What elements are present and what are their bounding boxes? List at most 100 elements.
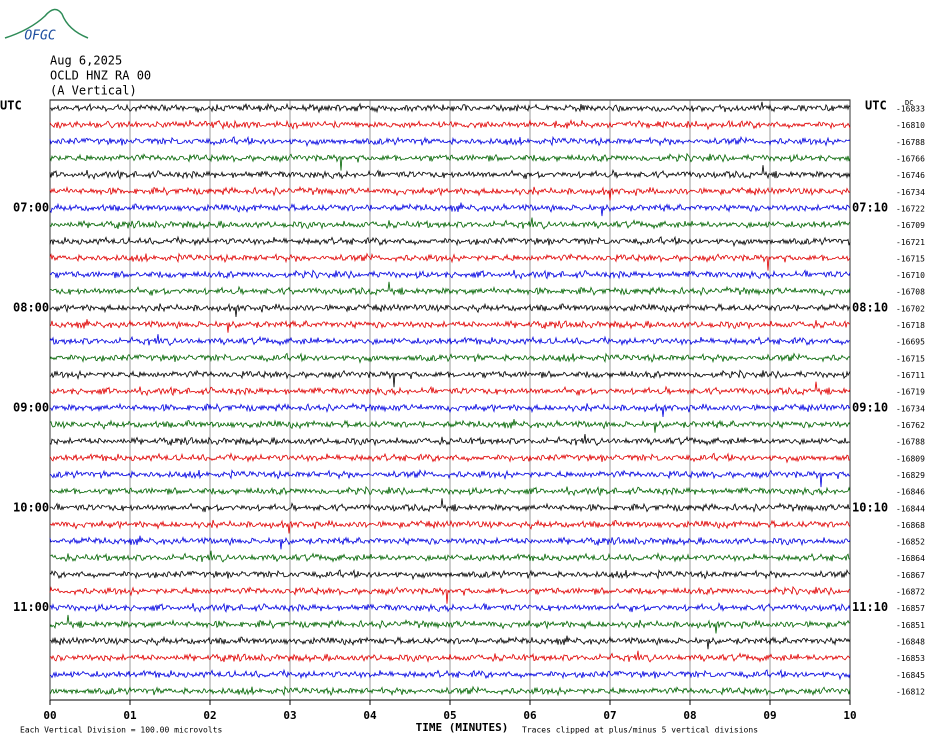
trace <box>49 685 851 697</box>
x-tick-label: 09 <box>763 709 776 722</box>
left-axis-title: UTC <box>0 99 22 113</box>
x-tick-label: 06 <box>523 709 537 722</box>
trace <box>49 402 851 417</box>
trace <box>49 302 851 317</box>
trace <box>49 614 851 634</box>
trace <box>49 585 851 604</box>
trace <box>49 152 851 171</box>
x-tick-label: 10 <box>843 709 856 722</box>
dc-value: -16734 <box>896 188 925 197</box>
trace <box>49 319 851 333</box>
dc-value: -16710 <box>896 271 925 280</box>
trace <box>49 165 851 180</box>
dc-value: -16788 <box>896 138 925 147</box>
dc-value: -16722 <box>896 204 925 213</box>
dc-value: -16845 <box>896 671 925 680</box>
trace <box>49 550 851 563</box>
trace <box>49 217 851 230</box>
trace <box>49 202 851 217</box>
dc-value: -16762 <box>896 421 925 430</box>
trace <box>49 235 851 248</box>
trace <box>49 101 851 114</box>
trace <box>49 419 851 433</box>
dc-value: -16715 <box>896 254 925 263</box>
dc-value: -16864 <box>896 554 925 563</box>
x-tick-label: 00 <box>43 709 56 722</box>
dc-value: -16718 <box>896 321 925 330</box>
dc-value: -16709 <box>896 221 925 230</box>
trace <box>49 568 851 581</box>
dc-value: -16853 <box>896 654 925 663</box>
trace <box>49 668 851 681</box>
x-tick-label: 03 <box>283 709 296 722</box>
right-time-label: 10:10 <box>852 500 888 514</box>
trace <box>49 252 851 271</box>
dc-value: -16868 <box>896 521 925 530</box>
trace <box>49 452 851 464</box>
dc-value: -16708 <box>896 288 925 297</box>
x-tick-label: 05 <box>443 709 456 722</box>
dc-value: -16872 <box>896 588 925 597</box>
dc-value: -16867 <box>896 571 925 580</box>
trace <box>49 369 851 388</box>
dc-value: -16721 <box>896 238 925 247</box>
trace <box>49 135 851 148</box>
trace <box>49 485 851 497</box>
dc-value: -16809 <box>896 454 925 463</box>
trace <box>49 434 851 447</box>
dc-value: -16857 <box>896 604 925 613</box>
title-line: Aug 6,2025 <box>50 54 122 68</box>
dc-value: -16844 <box>896 504 925 513</box>
trace <box>49 535 851 550</box>
right-axis-title: UTC <box>865 99 887 113</box>
dc-value: -16734 <box>896 404 925 413</box>
x-tick-label: 01 <box>123 709 137 722</box>
left-time-label: 09:00 <box>13 400 49 414</box>
dc-value: -16848 <box>896 638 925 647</box>
trace <box>49 469 850 488</box>
x-tick-label: 02 <box>203 709 216 722</box>
trace <box>49 635 851 650</box>
logo-curve <box>4 8 89 39</box>
dc-label: DC <box>905 99 913 107</box>
dc-value: -16851 <box>896 621 925 630</box>
trace <box>49 118 851 131</box>
right-time-label: 09:10 <box>852 400 888 414</box>
x-tick-label: 04 <box>363 709 377 722</box>
left-time-label: 08:00 <box>13 300 49 314</box>
trace <box>49 269 851 280</box>
dc-value: -16852 <box>896 538 925 547</box>
footnote: Each Vertical Division = 100.00 microvol… <box>20 726 222 735</box>
dc-value: -16833 <box>896 105 925 114</box>
trace <box>49 381 851 397</box>
dc-value: -16719 <box>896 388 925 397</box>
trace <box>49 602 851 613</box>
dc-value: -16766 <box>896 154 925 163</box>
dc-value: -16695 <box>896 338 925 347</box>
right-time-label: 08:10 <box>852 300 888 314</box>
dc-value: -16846 <box>896 488 925 497</box>
trace <box>49 281 851 297</box>
trace <box>49 650 851 663</box>
title-line: OCLD HNZ RA 00 <box>50 69 151 83</box>
dc-value: -16702 <box>896 304 925 313</box>
trace <box>50 519 851 534</box>
dc-value: -16829 <box>896 471 925 480</box>
left-time-label: 07:00 <box>13 200 49 214</box>
left-time-label: 10:00 <box>13 500 49 514</box>
dc-value: -16788 <box>896 438 925 447</box>
footnote: Traces clipped at plus/minus 5 vertical … <box>522 726 758 735</box>
dc-value: -16715 <box>896 354 925 363</box>
trace <box>49 498 851 513</box>
trace <box>49 334 851 347</box>
right-time-label: 07:10 <box>852 200 888 214</box>
logo-text: OFGC <box>24 29 55 44</box>
left-time-label: 11:00 <box>13 600 49 614</box>
x-tick-label: 08 <box>683 709 696 722</box>
dc-value: -16812 <box>896 688 925 697</box>
dc-value: -16746 <box>896 171 925 180</box>
trace <box>49 185 851 201</box>
trace <box>49 352 851 364</box>
dc-value: -16810 <box>896 121 925 130</box>
